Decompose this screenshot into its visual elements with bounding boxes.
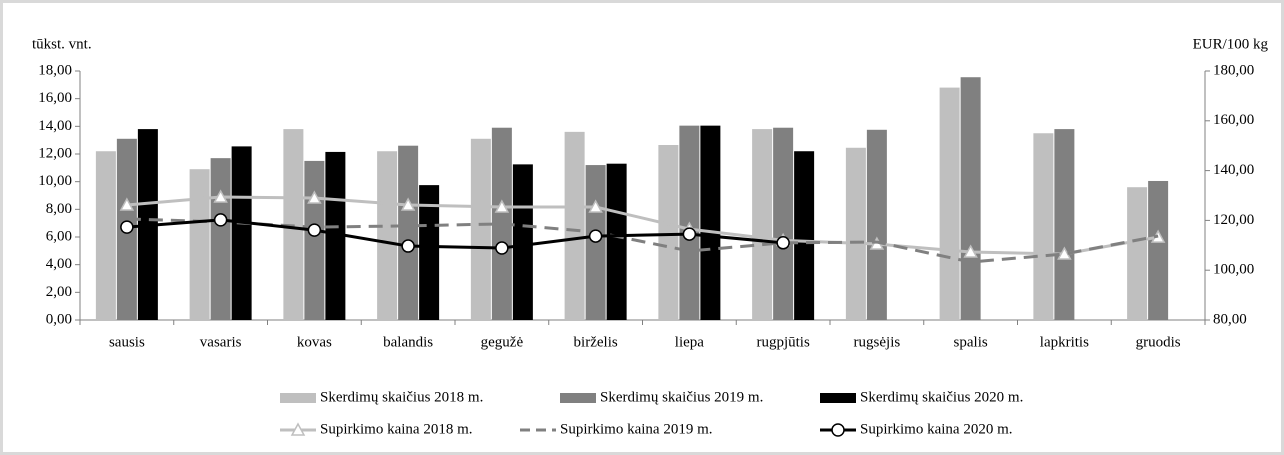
legend-label: Skerdimų skaičius 2018 m. (320, 389, 483, 405)
y2-tick-label: 120,00 (1213, 212, 1254, 228)
point (213, 189, 228, 203)
bar (794, 151, 815, 320)
line (126, 195, 1159, 256)
bar (564, 131, 585, 320)
bar (866, 129, 887, 320)
point (119, 197, 135, 211)
bar (752, 129, 773, 320)
bar (1054, 129, 1075, 320)
point (307, 223, 322, 237)
x-tick-label: kovas (297, 334, 332, 350)
legend-label: Supirkimo kaina 2018 m. (320, 421, 473, 437)
point (213, 213, 228, 227)
bar (658, 145, 679, 320)
legend-label: Supirkimo kaina 2020 m. (860, 421, 1013, 437)
point (1057, 246, 1072, 260)
bar (470, 138, 491, 320)
bar (231, 146, 252, 320)
y-axis-title: tūkst. vnt. (32, 36, 92, 52)
x-tick-label: balandis (383, 334, 433, 350)
y-tick-label: 12,00 (38, 145, 72, 161)
y-tick-label: 2,00 (46, 284, 72, 300)
x-tick-label: rugpjūtis (756, 334, 809, 350)
bar (939, 87, 960, 320)
legend-marker (831, 423, 845, 437)
point (307, 190, 322, 204)
bar (773, 127, 794, 320)
bar (1033, 133, 1054, 320)
x-tick-label: gegužė (481, 334, 524, 350)
bar (377, 151, 398, 320)
legend-label: Skerdimų skaičius 2019 m. (600, 389, 763, 405)
point (588, 229, 603, 243)
y2-tick-label: 180,00 (1213, 62, 1254, 78)
y2-tick-label: 160,00 (1213, 112, 1254, 128)
legend-label: Skerdimų skaičius 2020 m. (860, 389, 1023, 405)
y-tick-label: 14,00 (38, 118, 72, 134)
bar (845, 147, 866, 320)
y-tick-label: 8,00 (46, 201, 72, 217)
bar (304, 160, 325, 320)
point (494, 199, 510, 213)
legend-marker (290, 422, 306, 436)
y-tick-label: 4,00 (46, 256, 72, 272)
bar (325, 151, 346, 320)
bar (189, 169, 210, 320)
bar (210, 158, 231, 320)
y-tick-label: 16,00 (38, 90, 72, 106)
y-tick-label: 18,00 (38, 62, 72, 78)
x-tick-label: birželis (574, 334, 618, 350)
line (126, 217, 1159, 264)
legend-swatch (560, 393, 596, 403)
x-tick-label: vasaris (200, 334, 242, 350)
x-tick-label: lapkritis (1040, 334, 1089, 350)
y2-axis-title: EUR/100 kg (1193, 36, 1269, 52)
bar (419, 185, 440, 320)
bar (960, 77, 981, 320)
point (120, 220, 134, 234)
bar (606, 163, 627, 320)
x-tick-label: sausis (109, 334, 145, 350)
x-tick-label: spalis (954, 334, 988, 350)
y2-tick-label: 80,00 (1213, 311, 1247, 327)
point (400, 197, 416, 211)
point (401, 239, 415, 253)
y-tick-label: 6,00 (46, 228, 72, 244)
y-tick-label: 10,00 (38, 173, 72, 189)
x-tick-label: liepa (675, 334, 704, 350)
point (963, 244, 978, 258)
point (682, 227, 697, 241)
y2-tick-label: 100,00 (1213, 262, 1254, 278)
y-tick-label: 0,00 (46, 311, 72, 327)
bar (1127, 187, 1148, 320)
point (495, 241, 509, 255)
bar (512, 164, 533, 320)
legend-swatch (820, 393, 856, 403)
point (588, 199, 603, 213)
legend-label: Supirkimo kaina 2019 m. (560, 421, 713, 437)
bar (700, 125, 721, 321)
line (126, 218, 784, 250)
y2-tick-label: 140,00 (1213, 162, 1254, 178)
bar (95, 151, 116, 320)
x-tick-label: gruodis (1136, 334, 1181, 350)
x-tick-label: rugsėjis (854, 334, 901, 350)
legend-swatch (280, 393, 316, 403)
bar (398, 145, 419, 320)
point (776, 236, 790, 250)
bar (1148, 180, 1169, 320)
